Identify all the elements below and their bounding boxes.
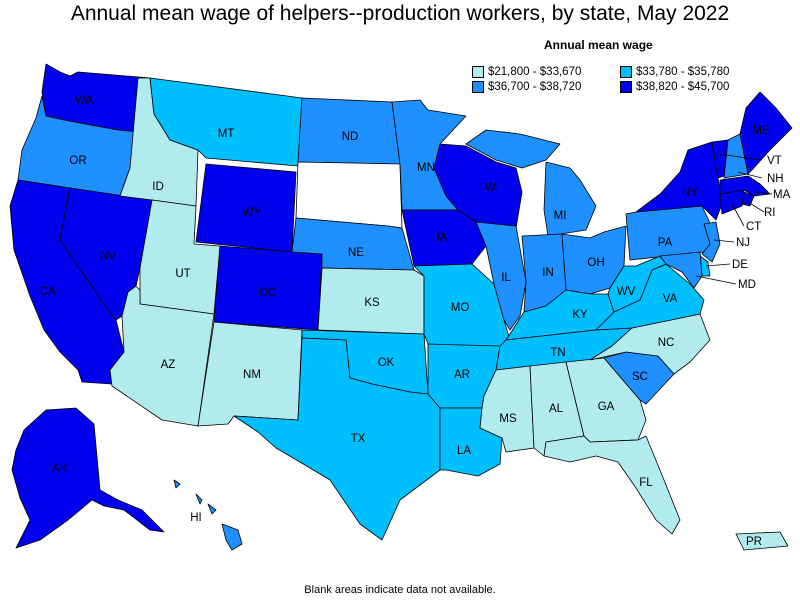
state-label-id: ID	[152, 181, 164, 193]
legend-swatch-3	[472, 81, 484, 93]
state-il[interactable]	[475, 221, 527, 331]
state-label-de: DE	[732, 259, 748, 271]
state-label-la: LA	[457, 445, 471, 457]
state-label-ny: NY	[682, 187, 698, 199]
state-label-ky: KY	[572, 309, 588, 321]
legend-label-1: $21,800 - $33,670	[488, 66, 582, 78]
state-label-ak: AK	[52, 463, 68, 475]
state-label-md: MD	[738, 279, 756, 291]
state-label-mt: MT	[218, 128, 235, 140]
state-label-hi: HI	[190, 512, 202, 524]
leader-line-vt	[719, 153, 761, 161]
leader-line-nj	[713, 239, 735, 243]
footnote: Blank areas indicate data not available.	[304, 584, 496, 596]
state-sd[interactable]	[295, 161, 403, 229]
state-nj[interactable]	[701, 221, 721, 263]
state-label-wa: WA	[75, 95, 93, 107]
state-label-ks: KS	[364, 297, 380, 309]
state-label-ia: IA	[437, 232, 448, 244]
legend-item-3: $36,700 - $38,720	[472, 81, 581, 93]
state-label-me: ME	[752, 125, 770, 137]
legend-swatch-2	[620, 66, 632, 78]
leader-line-nh	[737, 171, 763, 179]
leader-line-de	[705, 263, 731, 267]
legend-item-1: $21,800 - $33,670	[472, 66, 581, 78]
legend-label-3: $36,700 - $38,720	[488, 81, 582, 93]
map-title: Annual mean wage of helpers--production …	[70, 2, 730, 25]
leader-line-ri	[747, 201, 765, 213]
state-label-fl: FL	[639, 477, 653, 489]
state-label-nj: NJ	[736, 237, 750, 249]
state-label-or: OR	[69, 155, 86, 167]
state-label-tx: TX	[351, 433, 366, 445]
leader-line-ct	[731, 203, 745, 227]
state-ct[interactable]	[719, 189, 745, 215]
legend-swatch-4	[620, 81, 632, 93]
state-label-ca: CA	[40, 286, 56, 298]
state-label-wy: WY	[243, 207, 262, 219]
legend-label-2: $33,780 - $35,780	[636, 66, 730, 78]
leader-line-ma	[755, 191, 773, 195]
state-label-pr: PR	[746, 536, 762, 548]
state-label-vt: VT	[767, 155, 782, 167]
legend-item-4: $38,820 - $45,700	[620, 81, 729, 93]
state-label-ar: AR	[454, 369, 470, 381]
state-label-wv: WV	[617, 286, 636, 298]
state-me[interactable]	[739, 91, 793, 175]
state-fl[interactable]	[543, 435, 681, 535]
state-label-az: AZ	[161, 359, 176, 371]
leader-line-md	[695, 275, 737, 285]
state-mi-upper[interactable]	[465, 129, 561, 169]
state-label-nd: ND	[342, 131, 359, 143]
state-hi[interactable]	[173, 479, 243, 551]
state-label-al: AL	[549, 403, 564, 415]
state-mi[interactable]	[543, 161, 597, 237]
state-pa[interactable]	[625, 205, 717, 261]
state-label-mo: MO	[451, 302, 470, 314]
state-label-sc: SC	[632, 371, 648, 383]
state-label-ga: GA	[598, 401, 615, 413]
state-label-mi: MI	[554, 210, 567, 222]
state-label-nh: NH	[767, 173, 784, 185]
state-label-ok: OK	[378, 357, 395, 369]
state-ak[interactable]	[11, 407, 165, 549]
state-label-ms: MS	[499, 413, 517, 425]
state-label-nv: NV	[100, 251, 116, 263]
state-label-tn: TN	[550, 347, 565, 359]
state-label-ct: CT	[746, 221, 761, 233]
legend-item-2: $33,780 - $35,780	[620, 66, 729, 78]
state-label-ma: MA	[773, 189, 791, 201]
state-label-co: CO	[259, 287, 276, 299]
state-label-pa: PA	[658, 237, 673, 249]
state-md[interactable]	[659, 251, 703, 289]
state-label-ri: RI	[764, 207, 776, 219]
state-label-nm: NM	[243, 369, 261, 381]
legend-swatch-1	[472, 66, 484, 78]
state-label-wi: WI	[485, 182, 499, 194]
state-pr[interactable]	[735, 531, 789, 551]
legend-title: Annual mean wage	[544, 38, 653, 52]
state-label-il: IL	[501, 272, 511, 284]
state-label-ne: NE	[348, 247, 364, 259]
state-label-in: IN	[542, 267, 554, 279]
state-label-nc: NC	[658, 337, 675, 349]
state-label-mn: MN	[417, 162, 435, 174]
legend-label-4: $38,820 - $45,700	[636, 81, 730, 93]
state-label-va: VA	[663, 293, 678, 305]
state-ny[interactable]	[635, 141, 723, 221]
state-label-ut: UT	[175, 268, 190, 280]
state-label-oh: OH	[587, 257, 604, 269]
state-tx[interactable]	[233, 337, 441, 541]
